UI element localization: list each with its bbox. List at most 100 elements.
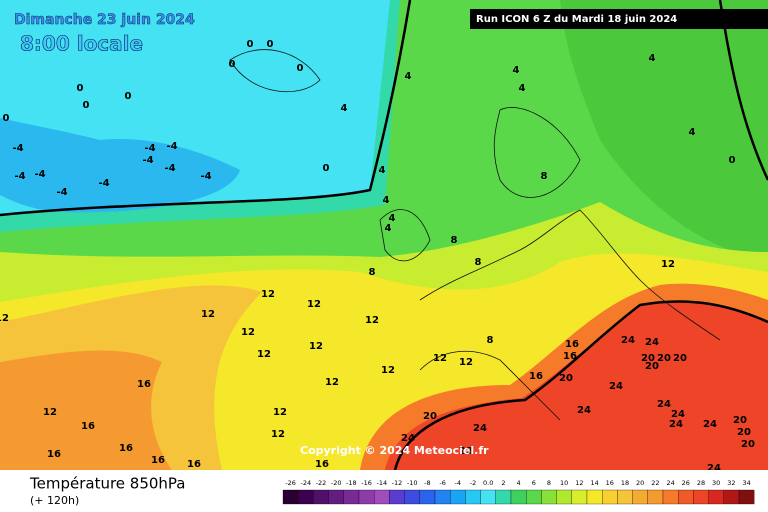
map-background <box>0 0 768 470</box>
contour-label: 16 <box>563 351 577 362</box>
colorbar-label: 28 <box>697 479 705 487</box>
colorbar: -26 -24 -22 -20 -18 -16 -14 -12 -10 -8 -6 -4 -2 0.0 2 4… <box>282 479 755 505</box>
contour-label: 12 <box>381 365 395 376</box>
colorbar-swatch <box>647 489 664 505</box>
contour-label: 8 <box>369 267 376 278</box>
contour-label: 24 <box>609 381 623 392</box>
contour-label: 12 <box>309 341 323 352</box>
colorbar-swatch <box>298 489 314 505</box>
contour-label: 8 <box>541 171 548 182</box>
colorbar-label: 14 <box>590 479 598 487</box>
colorbar-label: -6 <box>439 479 445 487</box>
colorbar-swatch <box>617 489 633 505</box>
contour-label: 16 <box>529 371 543 382</box>
contour-label: 24 <box>707 463 721 474</box>
contour-label: 4 <box>385 223 392 234</box>
contour-label: 16 <box>137 379 151 390</box>
colorbar-swatch <box>419 489 436 505</box>
colorbar-swatch <box>602 489 618 505</box>
coastlines <box>229 49 721 421</box>
colorbar-label: 16 <box>606 479 614 487</box>
colorbar-swatch <box>450 489 466 505</box>
contour-label: 12 <box>241 327 255 338</box>
colorbar-swatch <box>678 489 694 505</box>
colorbar-swatch <box>541 489 557 505</box>
contour-label: 4 <box>519 83 526 94</box>
colorbar-label: -14 <box>376 479 387 487</box>
contour-label: 16 <box>187 459 201 470</box>
contour-label: 4 <box>379 165 386 176</box>
contour-label: 0 <box>323 163 330 174</box>
colorbar-swatch <box>480 489 496 505</box>
contour-label: 20 <box>423 411 437 422</box>
contour-label: 20 <box>641 353 655 364</box>
colorbar-swatch <box>328 489 344 505</box>
colorbar-swatch <box>465 489 481 505</box>
contour-label: -4 <box>56 187 67 198</box>
colorbar-label: 32 <box>727 479 735 487</box>
colorbar-label: 30 <box>712 479 720 487</box>
run-box <box>470 9 768 29</box>
colorbar-label: -4 <box>455 479 461 487</box>
contour-label: 24 <box>577 405 591 416</box>
colorbar-label: 26 <box>682 479 690 487</box>
contour-label: 0 <box>297 63 304 74</box>
colorbar-label: 8 <box>547 479 551 487</box>
colorbar-label: -10 <box>407 479 418 487</box>
contour-label: 12 <box>365 315 379 326</box>
colorbar-swatch <box>693 489 709 505</box>
contour-label: 12 <box>201 309 215 320</box>
contour-label: 20 <box>673 353 687 364</box>
colorbar-swatch <box>571 489 588 505</box>
colorbar-swatch <box>556 489 572 505</box>
contour-label: 0 <box>77 83 84 94</box>
run-info: Run ICON 6 Z du Mardi 18 juin 2024 <box>476 14 677 25</box>
contour-label: 0 <box>3 113 10 124</box>
colorbar-label: -20 <box>331 479 342 487</box>
contour-label: 12 <box>325 377 339 388</box>
contour-label: 12 <box>257 349 271 360</box>
contour-label: -4 <box>98 178 109 189</box>
footer-title: Température 850hPa <box>29 475 186 493</box>
contour-label: -4 <box>12 143 23 154</box>
contour-label: -4 <box>144 143 155 154</box>
colorbar-label: 4 <box>517 479 521 487</box>
contour-label: 16 <box>315 459 329 470</box>
contour-label: 12 <box>433 353 447 364</box>
colorbar-swatch <box>632 489 648 505</box>
contour-label: 4 <box>689 127 696 138</box>
contour-label: 12 <box>0 313 9 324</box>
contour-label: 24 <box>703 419 717 430</box>
contour-label: -4 <box>200 171 211 182</box>
colorbar-label: 24 <box>666 479 674 487</box>
contour-label: 16 <box>151 455 165 466</box>
colorbar-label: 20 <box>636 479 644 487</box>
contour-label: 4 <box>405 71 412 82</box>
colorbar-swatch <box>495 489 512 505</box>
colorbar-label: -26 <box>285 479 296 487</box>
colorbar-label: 22 <box>651 479 659 487</box>
colorbar-swatch <box>738 489 755 505</box>
copyright: Copyright © 2024 Meteociel.fr <box>300 444 489 457</box>
contour-label: 4 <box>649 53 656 64</box>
contour-label: 24 <box>669 419 683 430</box>
contour-label: 20 <box>741 439 755 450</box>
colorbar-swatch <box>404 489 420 505</box>
colorbar-label: 6 <box>532 479 536 487</box>
contour-label: 4 <box>383 195 390 206</box>
contour-label: 8 <box>475 257 482 268</box>
contour-label: 12 <box>43 407 57 418</box>
contour-label: 28 <box>459 446 473 457</box>
contour-label: 24 <box>657 399 671 410</box>
contour-label: 0 <box>229 59 236 70</box>
contour-label: 4 <box>513 65 520 76</box>
colorbar-swatch <box>313 489 329 505</box>
colorbar-swatch <box>343 489 360 505</box>
contour-label: 12 <box>261 289 275 300</box>
contour-label: 24 <box>621 335 635 346</box>
contour-label: 16 <box>119 443 133 454</box>
colorbar-label: 12 <box>575 479 583 487</box>
